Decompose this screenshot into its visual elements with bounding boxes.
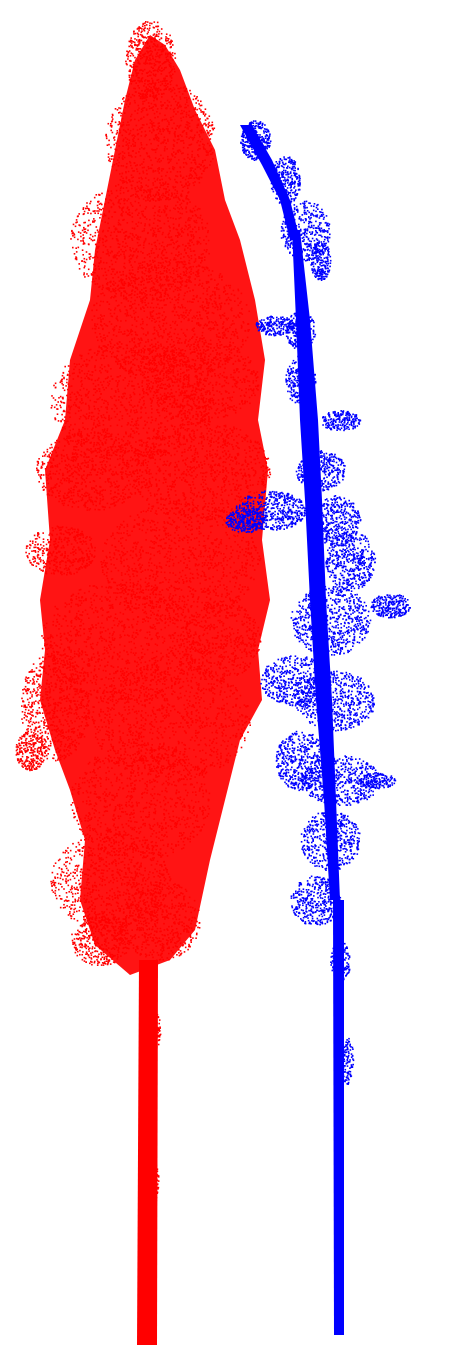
point-cloud-scene [0,0,457,1353]
